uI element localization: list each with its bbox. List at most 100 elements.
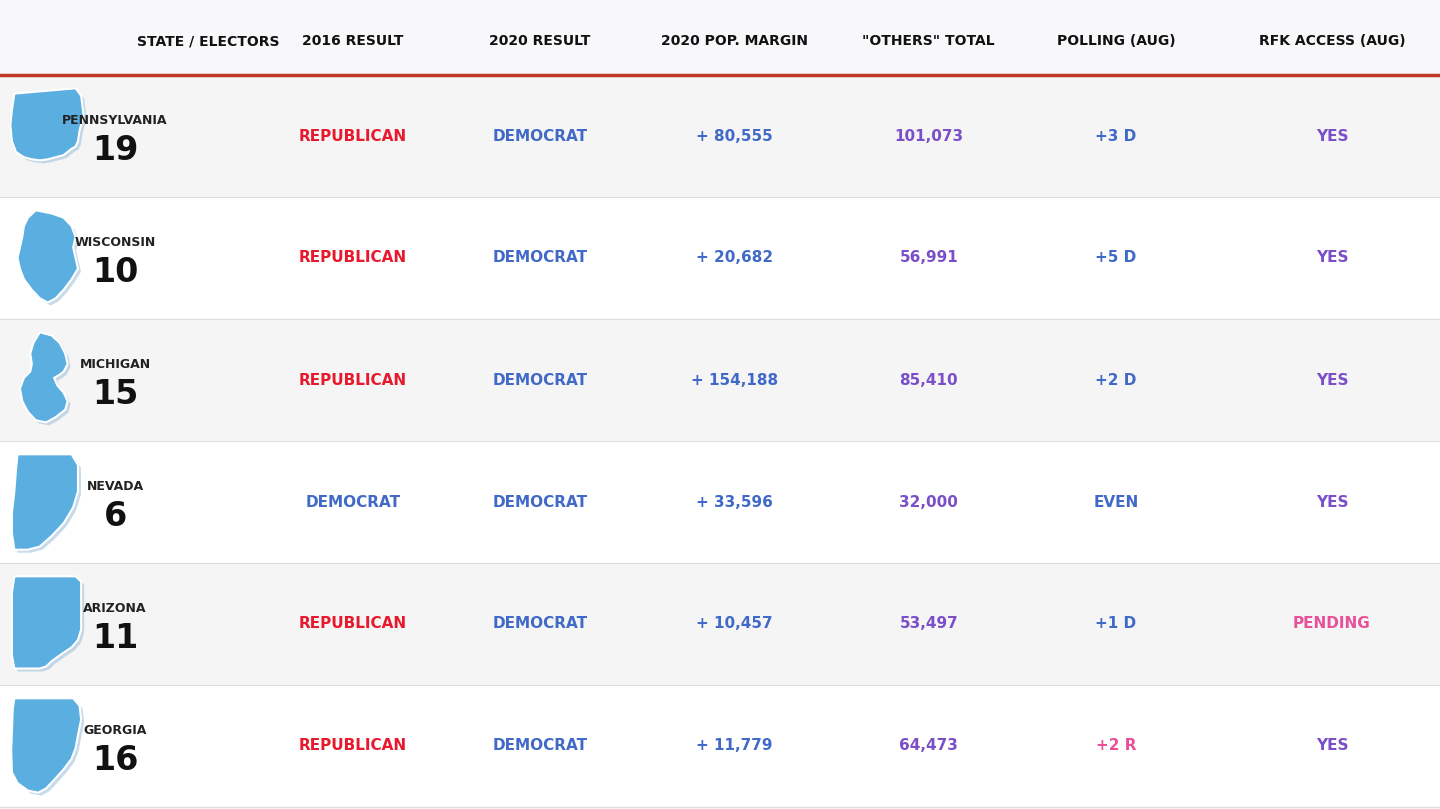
Text: PENNSYLVANIA: PENNSYLVANIA: [62, 113, 167, 126]
Text: ★: ★: [35, 10, 45, 20]
Text: DEMOCRAT: DEMOCRAT: [492, 251, 588, 265]
Bar: [0, 0, 1440, 62]
Text: + 20,682: + 20,682: [696, 251, 773, 265]
Text: PENDING: PENDING: [1293, 616, 1371, 632]
Text: EVEN: EVEN: [1093, 494, 1139, 510]
Text: ★: ★: [215, 54, 225, 64]
Text: ARIZONA: ARIZONA: [84, 602, 147, 615]
Polygon shape: [14, 701, 84, 795]
Polygon shape: [13, 91, 86, 163]
Polygon shape: [20, 332, 68, 422]
Text: ★: ★: [65, 54, 75, 64]
Polygon shape: [12, 576, 81, 668]
Text: DEMOCRAT: DEMOCRAT: [492, 129, 588, 143]
Text: REPUBLICAN: REPUBLICAN: [298, 251, 408, 265]
Text: +1 D: +1 D: [1096, 616, 1136, 632]
Text: DEMOCRAT: DEMOCRAT: [492, 616, 588, 632]
Text: ★: ★: [215, 32, 225, 42]
Text: ★: ★: [125, 32, 135, 42]
Text: 32,000: 32,000: [900, 494, 958, 510]
Text: 56,991: 56,991: [900, 251, 958, 265]
Polygon shape: [14, 579, 84, 671]
Text: 2020 POP. MARGIN: 2020 POP. MARGIN: [661, 34, 808, 49]
Text: ★: ★: [184, 10, 194, 20]
Polygon shape: [14, 457, 81, 553]
Text: ★: ★: [215, 10, 225, 20]
Text: STATE / ELECTORS: STATE / ELECTORS: [137, 34, 279, 49]
Bar: [0, 75, 1440, 197]
Bar: [0, 685, 1440, 807]
Text: ★: ★: [156, 10, 166, 20]
Text: 53,497: 53,497: [900, 616, 958, 632]
Text: WISCONSIN: WISCONSIN: [75, 235, 156, 248]
Text: ★: ★: [65, 32, 75, 42]
Text: ★: ★: [35, 54, 45, 64]
Bar: [0, 747, 1440, 809]
Polygon shape: [10, 88, 84, 160]
Text: "OTHERS" TOTAL: "OTHERS" TOTAL: [863, 34, 995, 49]
Text: DEMOCRAT: DEMOCRAT: [305, 494, 400, 510]
Text: YES: YES: [1316, 372, 1348, 388]
Text: 6: 6: [104, 499, 127, 532]
Text: +2 R: +2 R: [1096, 739, 1136, 753]
Text: ★: ★: [95, 10, 105, 20]
Text: REPUBLICAN: REPUBLICAN: [298, 129, 408, 143]
Bar: [0, 125, 1440, 187]
Bar: [0, 197, 1440, 319]
Polygon shape: [12, 698, 81, 793]
Text: YES: YES: [1316, 129, 1348, 143]
Text: 15: 15: [92, 378, 138, 410]
Text: REPUBLICAN: REPUBLICAN: [298, 616, 408, 632]
Polygon shape: [20, 214, 81, 306]
Text: + 80,555: + 80,555: [696, 129, 773, 143]
Text: ★: ★: [184, 32, 194, 42]
Text: GEORGIA: GEORGIA: [84, 723, 147, 736]
Text: REPUBLICAN: REPUBLICAN: [298, 372, 408, 388]
Bar: [0, 249, 1440, 311]
Text: +5 D: +5 D: [1096, 251, 1136, 265]
Text: ★: ★: [125, 54, 135, 64]
Text: DEMOCRAT: DEMOCRAT: [492, 739, 588, 753]
Text: MICHIGAN: MICHIGAN: [79, 358, 151, 371]
Text: + 154,188: + 154,188: [691, 372, 778, 388]
Text: 10: 10: [92, 256, 138, 289]
Text: 101,073: 101,073: [894, 129, 963, 143]
Text: 19: 19: [92, 133, 138, 167]
Polygon shape: [12, 455, 78, 549]
Text: REPUBLICAN: REPUBLICAN: [298, 739, 408, 753]
Text: ★: ★: [65, 10, 75, 20]
Polygon shape: [23, 335, 71, 426]
Text: ★: ★: [95, 32, 105, 42]
Bar: [0, 0, 1440, 75]
Text: YES: YES: [1316, 494, 1348, 510]
Text: ★: ★: [184, 54, 194, 64]
Bar: [0, 498, 1440, 560]
Bar: [0, 622, 1440, 684]
Text: 16: 16: [92, 743, 138, 777]
Text: +2 D: +2 D: [1096, 372, 1136, 388]
Text: 2016 RESULT: 2016 RESULT: [302, 34, 403, 49]
Text: ★: ★: [95, 54, 105, 64]
Text: NEVADA: NEVADA: [86, 480, 144, 493]
Text: + 10,457: + 10,457: [696, 616, 773, 632]
Bar: [0, 374, 1440, 435]
Text: 11: 11: [92, 621, 138, 654]
Text: YES: YES: [1316, 739, 1348, 753]
Text: ★: ★: [156, 54, 166, 64]
Text: +3 D: +3 D: [1096, 129, 1136, 143]
Text: ★: ★: [35, 32, 45, 42]
Bar: [0, 563, 1440, 685]
Text: DEMOCRAT: DEMOCRAT: [492, 494, 588, 510]
Text: RFK ACCESS (AUG): RFK ACCESS (AUG): [1259, 34, 1405, 49]
Text: ★: ★: [156, 32, 166, 42]
Text: + 11,779: + 11,779: [696, 739, 773, 753]
Text: YES: YES: [1316, 251, 1348, 265]
Text: ★: ★: [4, 32, 14, 42]
Text: POLLING (AUG): POLLING (AUG): [1057, 34, 1175, 49]
Text: DEMOCRAT: DEMOCRAT: [492, 372, 588, 388]
Bar: [0, 319, 1440, 441]
Text: 2020 RESULT: 2020 RESULT: [490, 34, 590, 49]
Polygon shape: [17, 210, 78, 303]
Text: + 33,596: + 33,596: [696, 494, 773, 510]
Text: ★: ★: [125, 10, 135, 20]
